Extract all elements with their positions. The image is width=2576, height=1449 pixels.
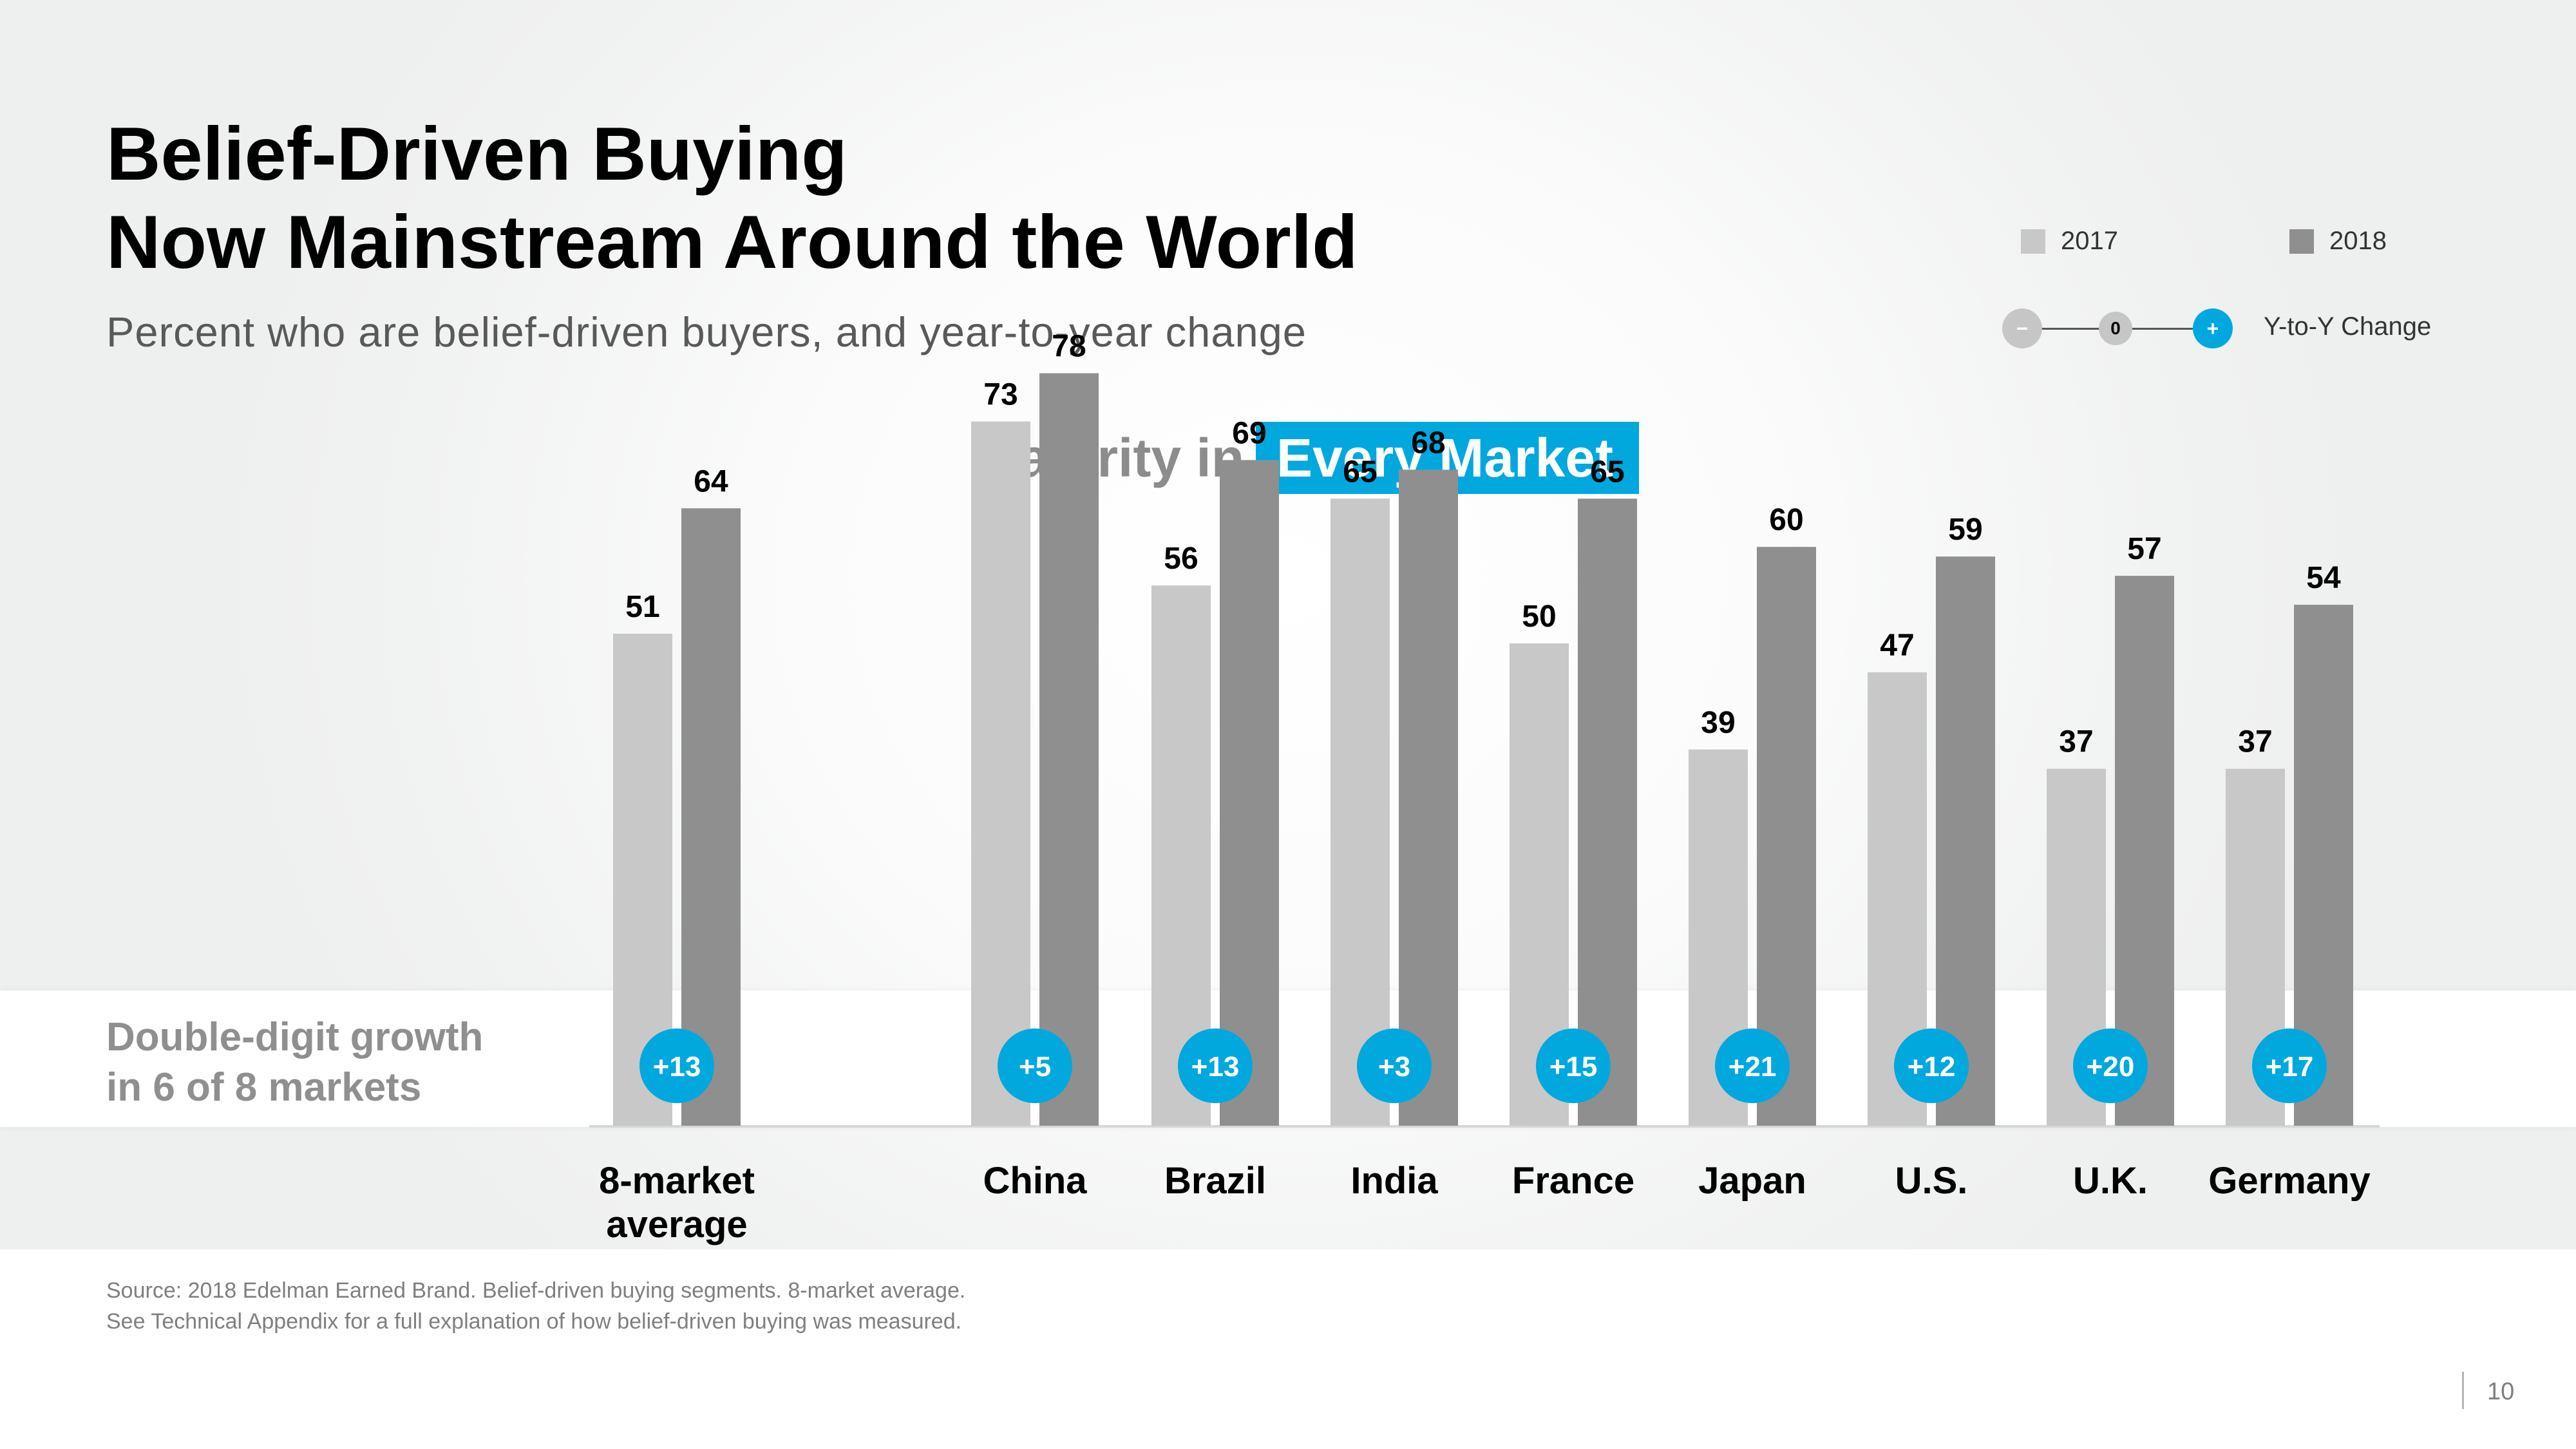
value-label-2018: 54 [2306,561,2341,595]
value-label-2018: 68 [1411,426,1445,460]
value-label-2017: 73 [983,377,1018,412]
value-label-2018: 57 [2127,532,2161,566]
category-label: average [606,1204,747,1245]
bar-2017 [971,421,1030,1126]
category-label: China [983,1160,1087,1202]
bar-2018 [1220,460,1279,1126]
majority-highlight: Every Market [1256,422,1640,494]
source-note: Source: 2018 Edelman Earned Brand. Belie… [106,1275,965,1337]
category-label: Japan [1698,1160,1806,1202]
majority-heading: Majority in Every Market [974,422,1640,494]
category-label: Germany [2208,1160,2370,1202]
legend-yoy-change: − 0 + Y-to-Y Change [2000,306,2463,351]
title-line-1: Belief-Driven Buying [106,111,848,196]
category-label: Brazil [1164,1160,1266,1202]
bar-2017 [1331,498,1390,1126]
change-circle [639,1028,714,1103]
value-label-2018: 65 [1590,455,1624,489]
legend-2018: 2018 [2289,227,2387,256]
change-label: +20 [2087,1051,2135,1083]
value-label-2018: 78 [1052,330,1086,364]
change-label: +21 [1728,1051,1777,1083]
change-label: +5 [1019,1051,1051,1083]
slide-title: Belief-Driven Buying Now Mainstream Arou… [106,109,1358,286]
change-label: +3 [1378,1051,1410,1083]
value-label-2017: 37 [2238,725,2272,759]
legend-2017: 2017 [2021,227,2118,256]
page-number: 10 [2487,1378,2515,1405]
yoy-label: Y-to-Y Change [2264,312,2432,341]
legend-2017-swatch [2021,229,2045,254]
category-label: U.K. [2073,1160,2148,1202]
value-label-2017: 39 [1701,706,1735,740]
change-circle [1536,1028,1611,1103]
change-circle [998,1028,1072,1103]
bar-2018 [1039,373,1099,1126]
legend-2018-label: 2018 [2329,227,2387,255]
yoy-minus-dot: − [2002,308,2042,348]
value-label-2017: 47 [1880,629,1914,663]
bar-2018 [681,508,741,1126]
category-label: 8-market [599,1160,755,1202]
change-label: +13 [1191,1051,1240,1083]
value-label-2018: 64 [694,464,728,498]
change-circle [1715,1028,1790,1103]
value-label-2017: 50 [1522,600,1556,634]
value-label-2017: 37 [2059,725,2093,759]
yoy-zero-dot: 0 [2099,312,2132,345]
legend-2017-label: 2017 [2061,227,2118,255]
growth-callout-line-1: Double-digit growth [106,1015,484,1059]
source-line-1: Source: 2018 Edelman Earned Brand. Belie… [106,1278,966,1303]
page-number-divider [2462,1372,2464,1409]
value-label-2017: 51 [625,590,659,624]
title-line-2: Now Mainstream Around the World [106,200,1358,284]
change-label: +15 [1549,1051,1598,1083]
value-label-2018: 59 [1948,513,1982,547]
bar-2018 [1399,469,1458,1126]
change-circle [1178,1028,1253,1103]
change-circle [1894,1028,1969,1103]
change-circle [2073,1028,2148,1103]
value-label-2017: 65 [1343,455,1377,489]
category-label: U.S. [1895,1160,1968,1202]
change-label: +17 [2266,1051,2314,1083]
change-circle [1357,1028,1432,1103]
growth-callout-line-2: in 6 of 8 markets [106,1065,422,1110]
growth-callout: Double-digit growth in 6 of 8 markets [106,1012,483,1113]
legend-2018-swatch [2289,229,2314,254]
value-label-2017: 56 [1164,542,1198,576]
category-label: France [1512,1160,1634,1202]
bar-2018 [1757,547,1816,1126]
slide-subtitle: Percent who are belief-driven buyers, an… [106,308,1307,355]
value-label-2018: 60 [1769,503,1803,537]
category-label: India [1350,1160,1438,1202]
source-line-2: See Technical Appendix for a full explan… [106,1309,962,1334]
bar-2018 [1578,498,1637,1126]
change-circle [2252,1028,2327,1103]
change-label: +13 [653,1051,701,1083]
value-label-2018: 69 [1232,416,1266,450]
change-label: +12 [1908,1051,1956,1083]
yoy-plus-dot: + [2193,308,2233,348]
bar-2018 [1936,556,1995,1126]
